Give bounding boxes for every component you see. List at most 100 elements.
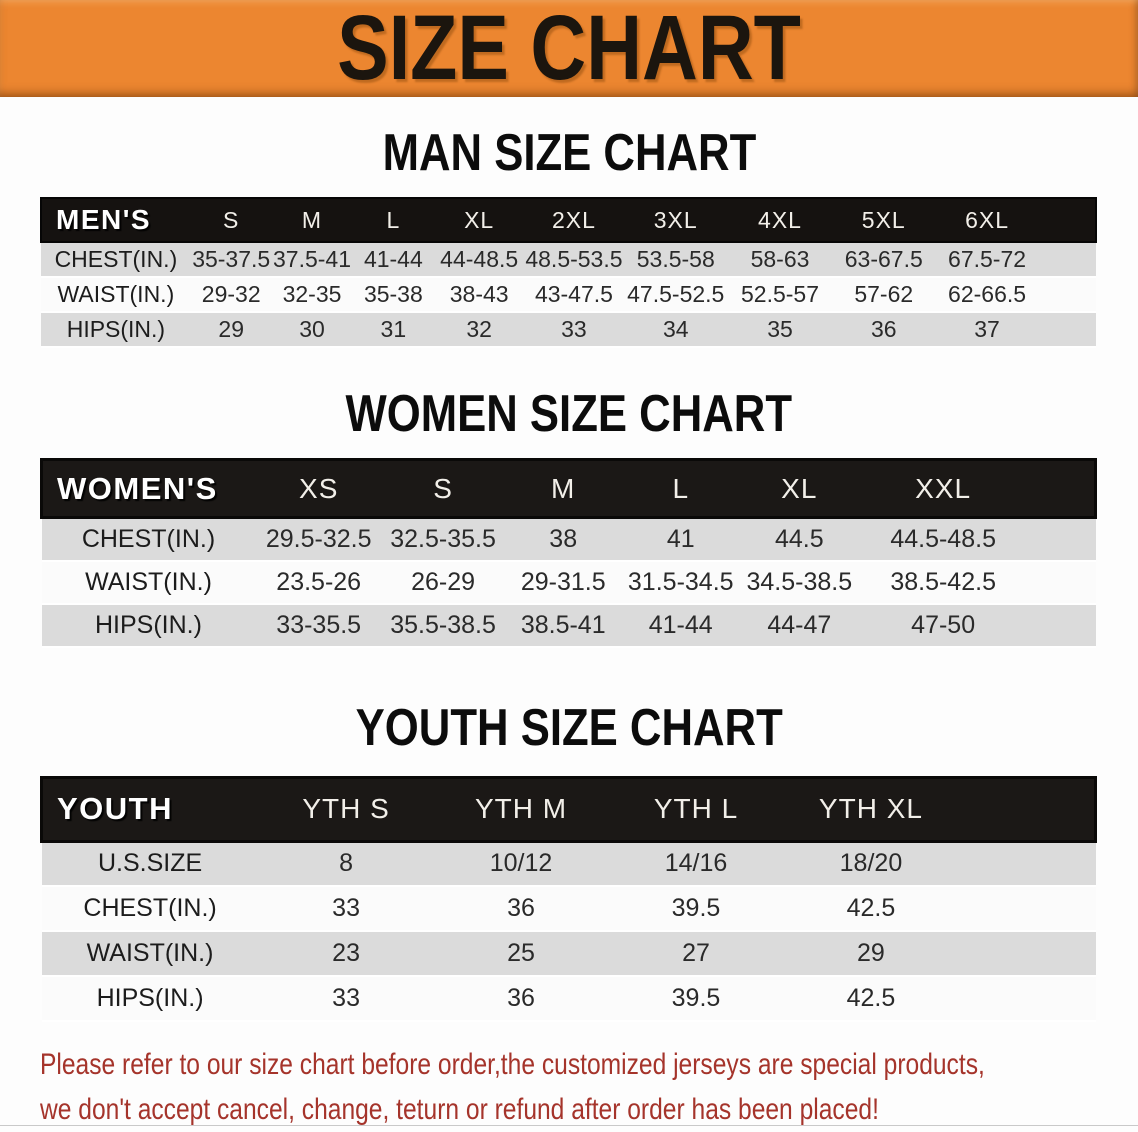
man-section-title-text: MAN SIZE CHART [382, 124, 756, 182]
size-value: 34 [662, 316, 689, 342]
size-value: 43-47.5 [534, 281, 613, 307]
size-value: 38.5-41 [520, 610, 606, 639]
size-value: 39.5 [671, 984, 721, 1012]
size-value: 35.5-38.5 [390, 610, 496, 639]
size-value: 47.5-52.5 [627, 281, 725, 307]
size-value: 26-29 [411, 567, 476, 596]
size-value: 57-62 [854, 281, 914, 307]
women-section-title-text: WOMEN SIZE CHART [345, 385, 793, 443]
women-row-hips-in.: HIPS(IN.) 33-35.5 35.5-38.5 38.5-41 41-44 44-… [41, 603, 1096, 647]
measure-label: HIPS(IN.) [66, 316, 166, 342]
size-value: 67.5-72 [948, 246, 1027, 272]
youth-header-spacer [958, 775, 1098, 843]
measure-label: WAIST(IN.) [86, 939, 214, 967]
women-size-table: WOMEN'S XS S M L XL XXL CHEST(IN.) 29.5-32.5 32.5… [40, 458, 1097, 648]
size-value: 42.5 [846, 894, 896, 922]
youth-size-col-yth-s: YTH S [258, 775, 434, 843]
size-value: 10/12 [489, 849, 553, 878]
size-value: 38-43 [449, 281, 509, 307]
row-spacer [1027, 518, 1096, 561]
row-spacer [1039, 242, 1096, 277]
youth-size-col-yth-xl: YTH XL [783, 775, 959, 843]
size-value: 35-37.5 [192, 246, 271, 272]
men-size-col-5xl: 5XL [832, 197, 936, 243]
men-size-col-4xl: 4XL [727, 197, 833, 243]
size-value: 58-63 [750, 246, 810, 272]
man-section-title: MAN SIZE CHART [0, 123, 1138, 183]
size-value: 53.5-58 [636, 246, 715, 272]
youth-size-col-yth-m: YTH M [433, 775, 609, 843]
youth-section-title: YOUTH SIZE CHART [0, 698, 1138, 758]
disclaimer: Please refer to our size chart before or… [40, 1042, 1138, 1132]
size-value: 29 [857, 939, 885, 967]
size-value: 33-35.5 [276, 610, 362, 639]
size-value: 31.5-34.5 [627, 567, 734, 596]
size-value: 32.5-35.5 [390, 524, 496, 553]
size-value: 23.5-26 [276, 567, 362, 596]
size-value: 35-38 [363, 281, 423, 307]
measure-label: CHEST(IN.) [81, 524, 216, 553]
women-size-col-l: L [622, 458, 740, 519]
men-size-col-l: L [352, 197, 435, 243]
size-value: 47-50 [911, 610, 976, 639]
women-row-chest-in.: CHEST(IN.) 29.5-32.5 32.5-35.5 38 41 44.5 44.5… [41, 517, 1096, 561]
measure-label: WAIST(IN.) [57, 281, 175, 307]
size-value: 29-32 [201, 281, 261, 307]
size-value: 27 [682, 939, 710, 967]
men-header-row: MEN'S S M L XL 2XL 3XL 4XL 5XL 6XL [40, 197, 1098, 243]
row-spacer [1027, 604, 1096, 647]
youth-header-row: YOUTH YTH S YTH M YTH L YTH XL [39, 775, 1098, 843]
size-value: 32 [466, 316, 492, 342]
size-value: 8 [339, 849, 354, 878]
women-size-col-xs: XS [255, 458, 382, 519]
men-row-chest-in.: CHEST(IN.) 35-37.5 37.5-41 41-44 44-48.5 48.5… [41, 242, 1096, 277]
size-value: 41-44 [648, 610, 713, 639]
size-chart-banner: SIZE CHART [0, 0, 1138, 97]
size-value: 38.5-42.5 [890, 567, 996, 596]
size-value: 52.5-57 [741, 281, 820, 307]
size-value: 44-47 [767, 610, 832, 639]
size-value: 41 [666, 524, 695, 553]
youth-row-hips-in.: HIPS(IN.) 33 36 39.5 42.5 [41, 976, 1096, 1021]
men-size-col-s: S [190, 197, 272, 243]
banner-title: SIZE CHART [337, 0, 801, 99]
size-value: 31 [380, 316, 407, 342]
women-row-waist-in.: WAIST(IN.) 23.5-26 26-29 29-31.5 31.5-34.5 34… [41, 560, 1096, 604]
size-value: 33 [332, 984, 360, 1012]
women-group-label: WOMEN'S [40, 458, 256, 519]
size-value: 34.5-38.5 [746, 567, 853, 596]
row-spacer [958, 886, 1095, 931]
measure-label: WAIST(IN.) [85, 567, 212, 596]
men-header-spacer [1038, 197, 1098, 243]
men-size-col-6xl: 6XL [935, 197, 1039, 243]
size-value: 14/16 [664, 849, 728, 878]
measure-label: CHEST(IN.) [54, 246, 178, 272]
youth-group-label: YOUTH [39, 775, 259, 843]
size-value: 30 [299, 316, 325, 342]
women-size-col-xl: XL [739, 458, 860, 519]
row-spacer [1027, 561, 1096, 604]
size-value: 63-67.5 [844, 246, 923, 272]
size-value: 29.5-32.5 [265, 524, 372, 553]
size-value: 18/20 [839, 849, 903, 878]
men-size-col-3xl: 3XL [623, 197, 728, 243]
youth-row-chest-in.: CHEST(IN.) 33 36 39.5 42.5 [41, 886, 1096, 931]
women-size-col-xxl: XXL [859, 458, 1027, 519]
size-value: 33 [332, 894, 360, 922]
women-section-title: WOMEN SIZE CHART [0, 384, 1138, 444]
row-spacer [958, 931, 1095, 976]
size-value: 38 [549, 524, 578, 553]
men-size-col-xl: XL [434, 197, 525, 243]
measure-label: CHEST(IN.) [83, 894, 217, 922]
women-size-col-m: M [504, 458, 623, 519]
size-value: 35 [767, 316, 793, 342]
youth-section-title-text: YOUTH SIZE CHART [355, 698, 783, 757]
women-header-row: WOMEN'S XS S M L XL XXL [40, 458, 1097, 519]
youth-size-table: YOUTH YTH S YTH M YTH L YTH XL U.S.SIZE 8 10/12… [39, 775, 1098, 1023]
men-size-table: MEN'S S M L XL 2XL 3XL 4XL 5XL 6XL CHEST(IN.) 35-37… [40, 197, 1098, 348]
men-row-waist-in.: WAIST(IN.) 29-32 32-35 35-38 38-43 43-47.5 47.… [41, 277, 1096, 312]
measure-label: HIPS(IN.) [95, 610, 202, 639]
size-value: 32-35 [282, 281, 342, 307]
women-header-spacer [1026, 458, 1097, 519]
